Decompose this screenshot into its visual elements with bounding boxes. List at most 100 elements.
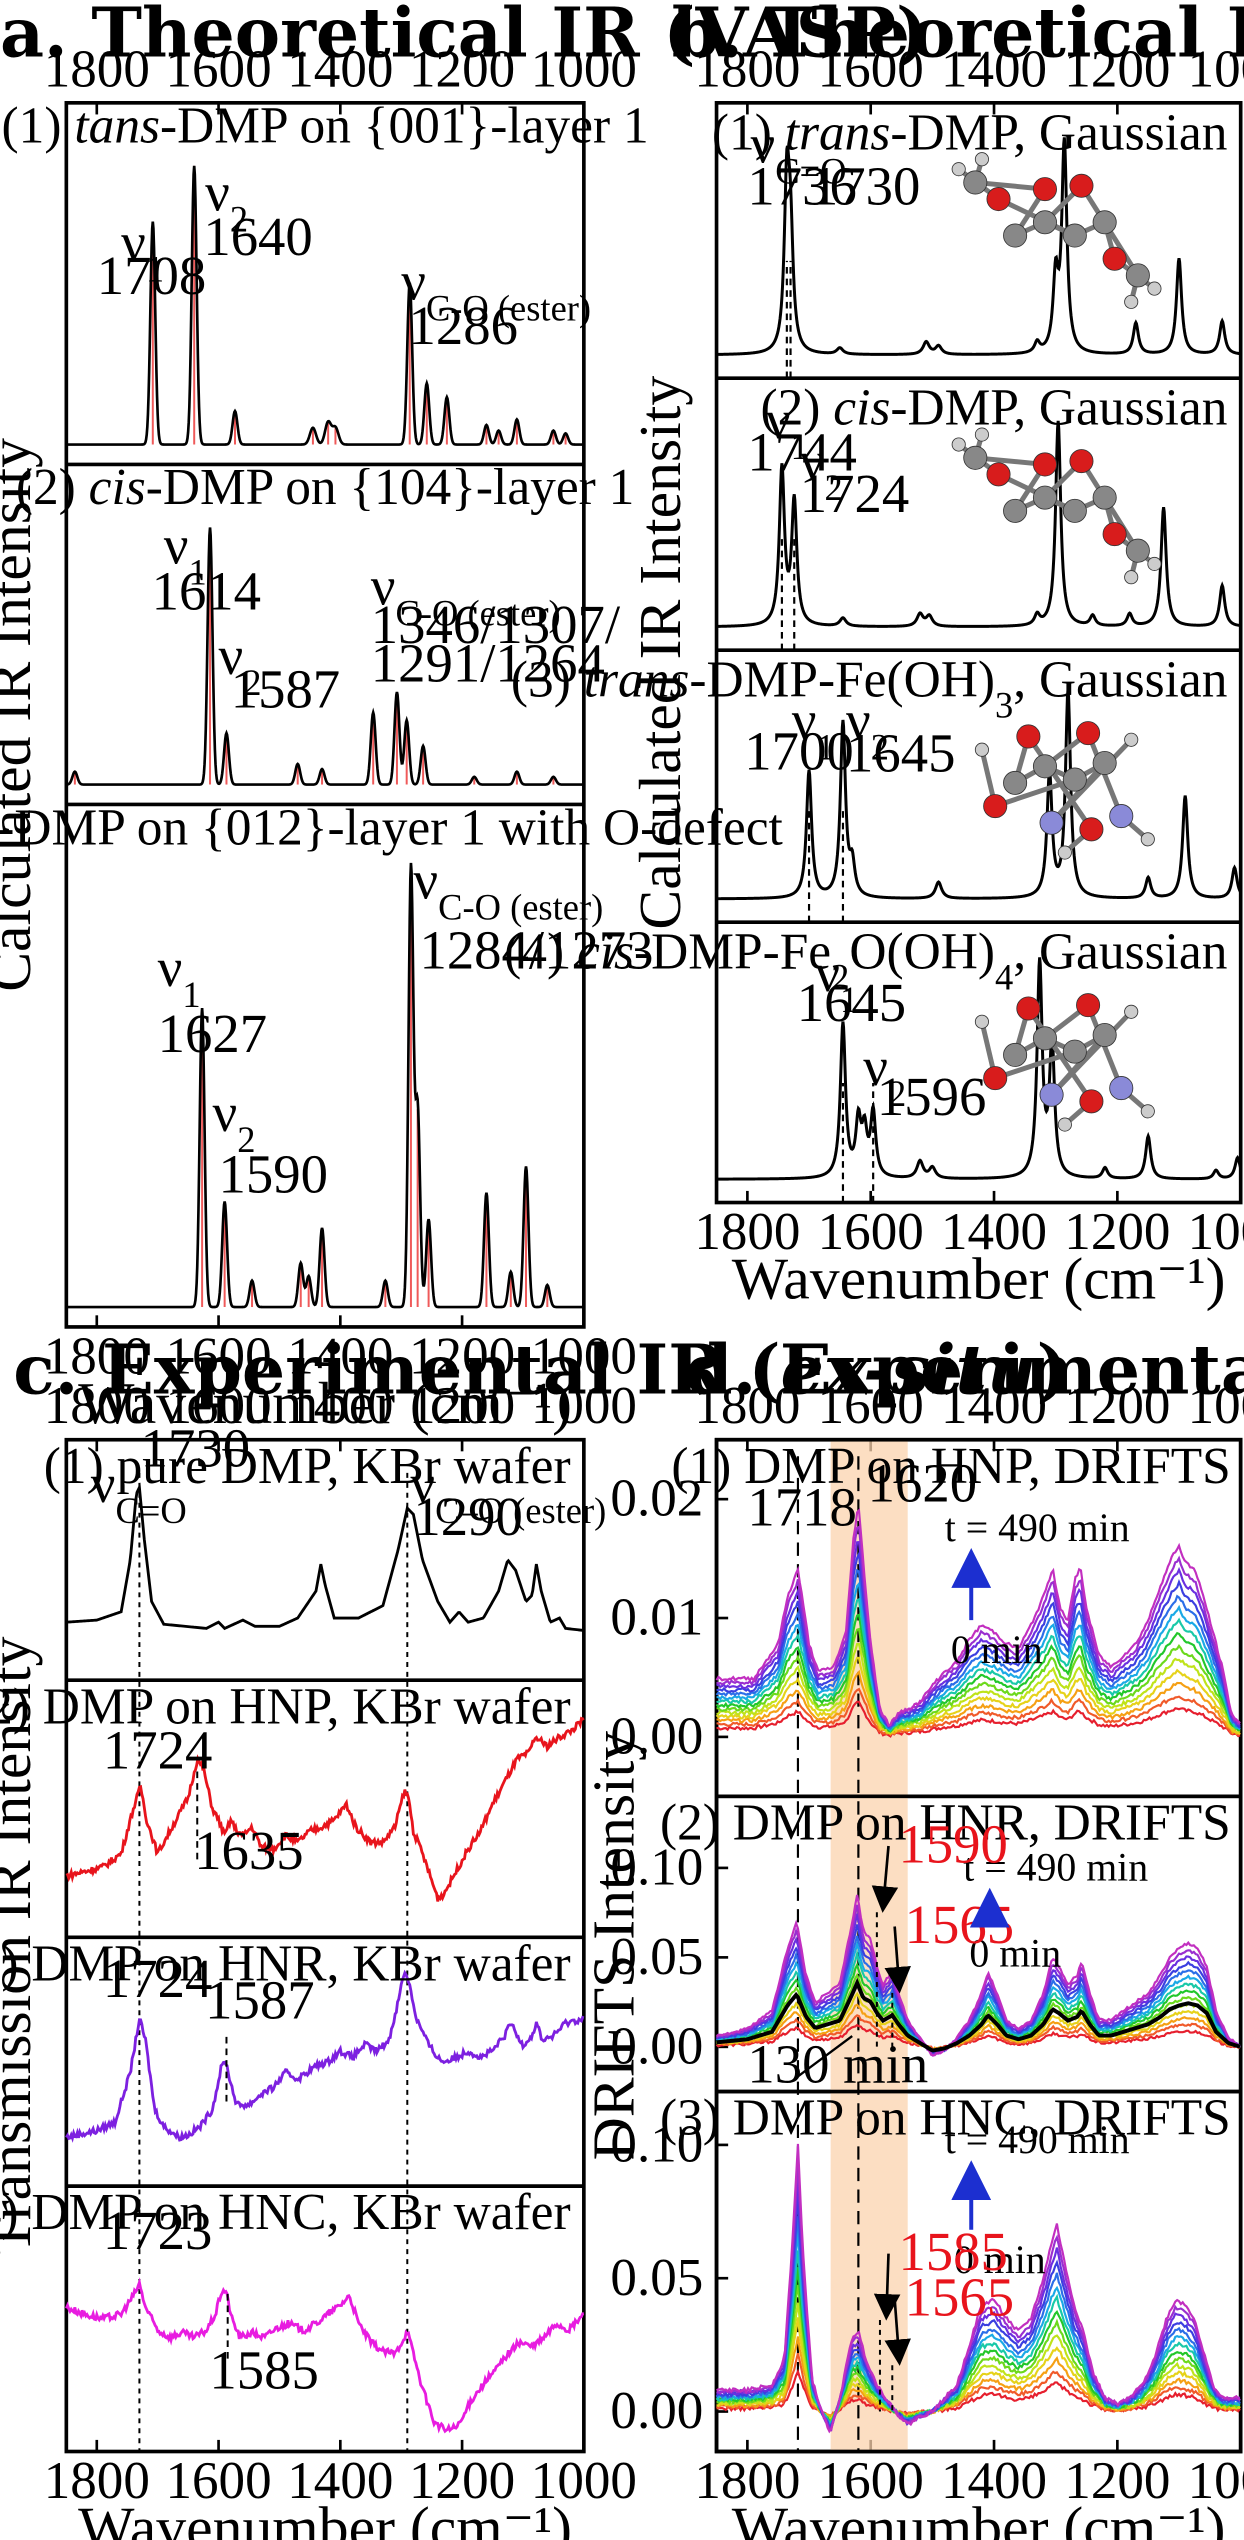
atom xyxy=(1140,1104,1155,1119)
annotation-label: 0 min xyxy=(969,1931,1061,1975)
atom xyxy=(986,187,1011,212)
text-span: cis xyxy=(577,924,634,981)
nu-subscript: 2 xyxy=(888,1073,906,1114)
atom xyxy=(951,162,966,177)
atom xyxy=(1124,732,1139,747)
time-series-line xyxy=(716,2353,1241,2418)
time-series-line xyxy=(716,1669,1241,1737)
text-span: O(OH) xyxy=(849,924,995,981)
nu-symbol: ν xyxy=(91,1453,116,1514)
spectrum-line xyxy=(716,957,1243,1181)
x-tick-label-top: 1800 xyxy=(694,40,800,98)
nu-subscript: 2 xyxy=(871,726,889,767)
peak-mode-label: ν1 xyxy=(792,690,835,768)
atom xyxy=(1076,721,1101,746)
time-series-line xyxy=(716,1991,1241,2052)
panel-title: c. Experimental IR (ex-situ) xyxy=(13,1330,1068,1410)
text-span: d. Experimental IR ( xyxy=(685,1330,1244,1410)
plot-frame xyxy=(714,101,1243,1205)
y-axis-label: Calculated IR Intensity xyxy=(0,438,43,992)
time-series-line xyxy=(715,2267,1241,2426)
annotation-label: t = 490 min xyxy=(945,2118,1130,2162)
x-tick-label-bottom: 1600 xyxy=(165,2452,271,2510)
peak-value-label: 1724 xyxy=(103,1719,212,1780)
peak-value-label: 1635 xyxy=(194,1820,303,1881)
subplot-b-4: (4) cis-DMP-Fe2O(OH)4, Gaussian1645ν1ν21… xyxy=(504,924,1243,1203)
peak-mode-label: ν2 xyxy=(863,1036,906,1114)
panel-b: b. Theoretical IR (Gaussian)180018001600… xyxy=(504,0,1244,1312)
peak-value-label: 1724 xyxy=(800,463,909,524)
atom xyxy=(1003,498,1028,523)
time-series-line xyxy=(716,1627,1241,1731)
atom xyxy=(1069,449,1094,474)
text-span: -DMP, Gaussian xyxy=(890,380,1227,437)
spectrum-line xyxy=(65,1716,585,1902)
text-span: , Gaussian xyxy=(1013,924,1227,981)
time-series-line xyxy=(715,1525,1241,1727)
subplot-label: (2) cis-DMP, Gaussian xyxy=(760,380,1227,437)
nu-symbol: ν xyxy=(792,690,817,751)
x-tick-label-top: 1000 xyxy=(531,1377,637,1435)
peak-value-label: 1724 xyxy=(103,1948,212,2009)
atom xyxy=(1109,804,1134,829)
nu-subscript: 1 xyxy=(189,551,207,592)
subplot-label: (4) DMP on HNC, KBr wafer xyxy=(0,2184,571,2241)
time-series-line xyxy=(716,2003,1241,2052)
atom xyxy=(1003,223,1028,248)
molecule-cis-dmp-fe2 xyxy=(974,993,1155,1132)
spectrum-line xyxy=(66,1482,585,1632)
atom xyxy=(1092,210,1117,235)
text-span: (4) xyxy=(504,924,577,981)
subplot-label: (1) trans-DMP, Gaussian xyxy=(712,104,1228,161)
x-tick-label-top: 1400 xyxy=(941,40,1047,98)
peak-value-label: 1290 xyxy=(413,1486,522,1547)
nu-symbol: ν xyxy=(863,1036,888,1097)
nu-subscript: 2 xyxy=(237,1119,255,1160)
nu-symbol: ν xyxy=(121,212,146,273)
peak-value-label: 1284/1273 xyxy=(419,920,653,981)
y-axis-label: DRIFTS Intensity xyxy=(581,1731,647,2161)
atom xyxy=(1016,724,1041,749)
atom xyxy=(1062,767,1087,792)
nu-symbol: ν xyxy=(750,114,775,175)
time-series-line xyxy=(715,1656,1241,1735)
nu-subscript: 1 xyxy=(182,974,200,1015)
bond xyxy=(1026,735,1094,831)
panel-d: d. Experimental IR (in-situ)180018001600… xyxy=(581,1330,1244,2540)
x-tick-label-top: 1600 xyxy=(818,40,924,98)
x-tick-label-top: 1800 xyxy=(44,1377,150,1435)
atom xyxy=(1092,750,1117,776)
peak-mode-label: νC-O (ester) xyxy=(401,251,591,328)
spectrum-line xyxy=(65,2277,585,2434)
peak-value-label: 1723 xyxy=(103,2200,212,2261)
time-series-line xyxy=(715,1940,1241,2054)
text-span: (2) xyxy=(760,380,833,437)
time-series-line xyxy=(715,1568,1241,1731)
atom xyxy=(1125,538,1150,563)
annotation-label: t = 490 min xyxy=(963,1845,1148,1889)
peak-value-label: 1730 xyxy=(811,155,920,216)
text-span: (2) xyxy=(16,459,89,516)
peak-value-label: 1730 xyxy=(141,1418,250,1479)
atom xyxy=(1076,993,1101,1018)
peak-mode-label: ν1 xyxy=(158,937,201,1015)
text-span: (1) xyxy=(2,98,75,155)
y-tick-label: 0.01 xyxy=(610,1589,703,1647)
y-tick-label: 0.10 xyxy=(610,2115,703,2173)
subplot-label: (3) DMP on HNR, KBr wafer xyxy=(0,1935,571,1992)
nu-symbol: ν xyxy=(401,251,426,312)
x-tick-label-bottom: 1000 xyxy=(1188,1203,1244,1261)
x-tick-label-bottom: 1200 xyxy=(1064,1203,1170,1261)
atom xyxy=(1140,832,1155,847)
atom xyxy=(1032,452,1057,477)
atom xyxy=(1057,1117,1072,1132)
atom xyxy=(1124,294,1139,309)
x-axis-label: Wavenumber (cm⁻¹) xyxy=(732,1246,1226,1312)
atom xyxy=(983,1066,1008,1091)
text-span: -DMP on {012}-layer 1 with O-defect xyxy=(0,799,783,856)
atom xyxy=(974,1014,989,1029)
